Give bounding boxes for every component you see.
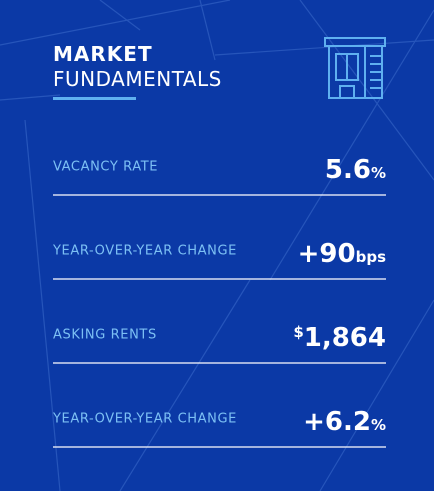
value-number: +90 xyxy=(298,239,356,269)
row-label: YEAR-OVER-YEAR CHANGE xyxy=(52,244,237,259)
value-number: 5.6 xyxy=(325,155,371,185)
row-value: $1,864 xyxy=(293,323,386,353)
row-value: 5.6% xyxy=(325,155,386,185)
value-unit: % xyxy=(371,164,386,182)
building-icon xyxy=(324,37,386,99)
value-number: +6.2 xyxy=(303,407,371,437)
value-prefix: $ xyxy=(293,323,303,341)
value-unit: % xyxy=(371,416,386,434)
row-label: YEAR-OVER-YEAR CHANGE xyxy=(52,412,237,427)
row-label: ASKING RENTS xyxy=(53,328,157,343)
title-light: FUNDAMENTALS xyxy=(53,67,222,91)
title-underline xyxy=(53,97,136,100)
value-unit: bps xyxy=(356,248,386,266)
row-value: +6.2% xyxy=(303,407,386,437)
value-number: 1,864 xyxy=(304,323,386,353)
row-value: +90bps xyxy=(298,239,386,269)
title-bold: MARKET xyxy=(53,42,153,66)
row-label: VACANCY RATE xyxy=(53,160,158,175)
rows: VACANCY RATE 5.6% YEAR-OVER-YEAR CHANGE +90… xyxy=(52,155,386,448)
